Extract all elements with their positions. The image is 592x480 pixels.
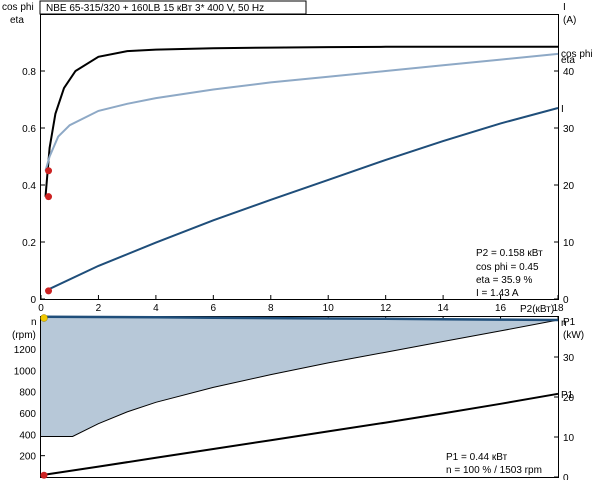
- series-label-eta: eta: [561, 55, 575, 66]
- top-right-axis-label-2: (A): [563, 15, 576, 26]
- bottom-y-left-tick-label: 1000: [14, 366, 37, 377]
- bottom-y-right-tick-label: 10: [563, 433, 575, 444]
- series-line-P1: [40, 392, 559, 477]
- series-line-cos-phi: [44, 52, 559, 172]
- operating-point-marker: [40, 314, 48, 322]
- operating-point-marker: [40, 471, 48, 479]
- bottom-right-axis-label-1: P1: [563, 317, 576, 328]
- bottom-y-left-tick-label: 400: [19, 430, 36, 441]
- x-tick-label: 18: [552, 303, 564, 314]
- y-left-tick-label: 0.2: [22, 238, 36, 249]
- bottom-y-left-tick-label: 800: [19, 388, 36, 399]
- x-tick-label: 4: [153, 303, 159, 314]
- y-left-tick-label: 0: [30, 295, 36, 306]
- series-line-eta: [44, 45, 558, 197]
- operating-point-markers: [40, 167, 53, 479]
- y-right-tick-label: 40: [563, 67, 575, 78]
- operating-point-marker: [45, 167, 53, 175]
- x-tick-label: 6: [211, 303, 217, 314]
- series-label-P1: P1: [561, 390, 574, 401]
- x-tick-label: 12: [380, 303, 392, 314]
- x-tick-label: 14: [438, 303, 450, 314]
- bottom-y-left-tick-label: 200: [19, 452, 36, 463]
- y-left-tick-label: 0.6: [22, 124, 36, 135]
- y-right-tick-label: 30: [563, 124, 575, 135]
- x-tick-label: 0: [38, 303, 44, 314]
- operating-point-marker: [45, 287, 53, 295]
- bottom-left-axis-label-1: n: [31, 317, 37, 328]
- bottom-info-speed: n = 100 % / 1503 rpm: [446, 465, 542, 476]
- top-left-axis-label-1: cos phi: [2, 2, 34, 13]
- series-label-I: I: [561, 104, 564, 115]
- bottom-left-axis-label-2: (rpm): [12, 330, 36, 341]
- bottom-y-right-tick-label: 0: [563, 473, 569, 480]
- top-info-eta: eta = 35.9 %: [476, 275, 533, 286]
- top-info-current: I = 1.43 A: [476, 288, 519, 299]
- x-tick-label: 2: [96, 303, 102, 314]
- series-label-n: n: [561, 318, 567, 329]
- top-plot-frame: [40, 14, 559, 300]
- series-line-n-min: [41, 319, 559, 437]
- top-right-axis-label-1: I: [563, 2, 566, 13]
- x-tick-label: 8: [268, 303, 274, 314]
- operating-point-marker: [45, 193, 53, 201]
- x-tick-label: 10: [323, 303, 335, 314]
- x-tick-label: 16: [495, 303, 507, 314]
- top-info-p2: P2 = 0.158 кВт: [476, 248, 543, 259]
- speed-range-area: [41, 316, 558, 437]
- bottom-right-axis-label-2: (kW): [563, 330, 584, 341]
- top-info-cosphi: cos phi = 0.45: [476, 262, 539, 273]
- top-left-axis-label-2: eta: [10, 15, 24, 26]
- series-line-I: [45, 107, 559, 292]
- x-axis-label: P2(кВт): [520, 304, 554, 315]
- bottom-plot-frame: [40, 316, 559, 478]
- y-right-tick-label: 0: [563, 295, 569, 306]
- bottom-y-left-tick-label: 600: [19, 409, 36, 420]
- y-right-tick-label: 10: [563, 238, 575, 249]
- bottom-info-p1: P1 = 0.44 кВт: [446, 452, 508, 463]
- bottom-series-group: nP1: [40, 315, 574, 477]
- series-label-cos-phi: cos phi: [561, 49, 592, 60]
- bottom-y-right-tick-label: 20: [563, 393, 575, 404]
- series-line-n: [40, 315, 559, 322]
- bottom-y-right-tick-label: 30: [563, 353, 575, 364]
- y-left-tick-label: 0.4: [22, 181, 36, 192]
- y-right-tick-label: 20: [563, 181, 575, 192]
- y-left-tick-label: 0.8: [22, 67, 36, 78]
- bottom-y-left-tick-label: 1200: [14, 345, 37, 356]
- chart-title: NBE 65-315/320 + 160LB 15 кВт 3* 400 V, …: [46, 3, 264, 14]
